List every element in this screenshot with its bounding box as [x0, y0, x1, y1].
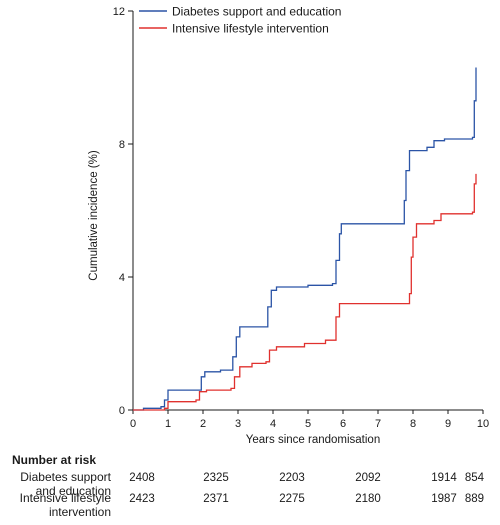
x-tick-label: 0 — [130, 418, 136, 430]
risk-row-label: Diabetes support — [20, 470, 111, 484]
risk-value: 2203 — [279, 472, 305, 484]
y-axis-title: Cumulative incidence (%) — [88, 150, 100, 281]
series-layer — [133, 67, 477, 411]
y-ticks: 0 4 8 12 — [113, 6, 133, 417]
x-tick-label: 6 — [340, 418, 346, 430]
x-tick-label: 4 — [270, 418, 276, 430]
x-tick-label: 9 — [445, 418, 451, 430]
risk-value: 2423 — [129, 493, 155, 505]
x-ticks: 0 1 2 3 4 5 6 7 8 9 10 — [130, 410, 489, 430]
axes — [132, 11, 483, 411]
risk-value: 1914 — [431, 472, 457, 484]
risk-value: 2180 — [355, 493, 381, 505]
x-tick-label: 7 — [375, 418, 381, 430]
risk-value: 889 — [465, 493, 484, 505]
risk-value: 2092 — [355, 472, 381, 484]
risk-value: 1987 — [431, 493, 457, 505]
x-tick-label: 2 — [200, 418, 206, 430]
x-tick-label: 8 — [410, 418, 416, 430]
risk-row-label: Intensive lifestyle — [20, 491, 112, 505]
risk-value: 854 — [465, 472, 485, 484]
x-tick-label: 3 — [235, 418, 241, 430]
y-tick-label: 8 — [119, 139, 125, 151]
series-line-2 — [133, 173, 477, 411]
series-line-1 — [133, 67, 477, 411]
risk-table-title: Number at risk — [12, 453, 96, 467]
y-tick-label: 12 — [113, 6, 125, 18]
x-tick-label: 5 — [305, 418, 311, 430]
legend-label: Intensive lifestyle intervention — [172, 22, 329, 36]
risk-value: 2275 — [279, 493, 305, 505]
risk-row-label: and education — [36, 484, 111, 498]
risk-value: 2371 — [203, 493, 229, 505]
y-tick-label: 0 — [119, 405, 125, 417]
risk-value: 2325 — [203, 472, 229, 484]
risk-value: 2408 — [129, 472, 155, 484]
y-tick-label: 4 — [119, 272, 125, 284]
risk-row-label: intervention — [49, 505, 111, 519]
legend-label: Diabetes support and education — [172, 5, 341, 19]
legend: Diabetes support and education Intensive … — [139, 5, 341, 36]
x-axis-title: Years since randomisation — [246, 434, 380, 446]
x-tick-label: 10 — [477, 418, 489, 430]
x-tick-label: 1 — [165, 418, 171, 430]
